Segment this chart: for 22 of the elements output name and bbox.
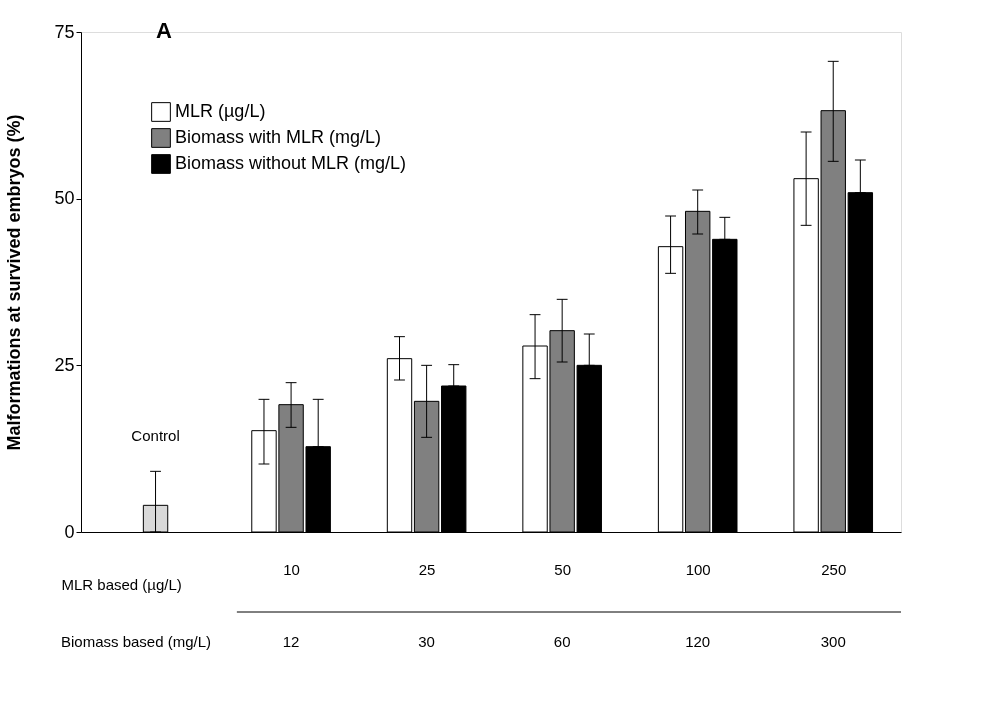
y-tick-label: 25: [54, 354, 75, 375]
x-axis-title: MLR based (µg/L): [61, 575, 182, 593]
x-tick-label: 10: [283, 560, 300, 578]
text: 12: [282, 633, 300, 650]
legend-label: Biomass with MLR (mg/L): [175, 127, 382, 147]
y-axis-title: Malformations at survived embryos (%): [4, 114, 25, 451]
x-tick-label: 100: [685, 560, 711, 578]
text: 120: [685, 633, 711, 650]
annotation: Control: [131, 427, 180, 445]
x-tick-label: 25: [418, 560, 436, 578]
text: Biomass based (mg/L): [61, 633, 212, 650]
x-tick-label: 50: [554, 560, 571, 578]
chart-title: A: [155, 18, 172, 43]
x-tick-label: 250: [821, 560, 847, 578]
legend-label: Biomass without MLR (mg/L): [175, 153, 407, 173]
text: 60: [553, 633, 571, 650]
legend-label: MLR (µg/L): [175, 101, 266, 121]
y-tick-label: 0: [64, 521, 75, 542]
y-tick-label: 75: [54, 21, 75, 42]
y-tick-label: 50: [54, 188, 75, 209]
text: 300: [820, 633, 846, 650]
text: 30: [418, 633, 435, 650]
